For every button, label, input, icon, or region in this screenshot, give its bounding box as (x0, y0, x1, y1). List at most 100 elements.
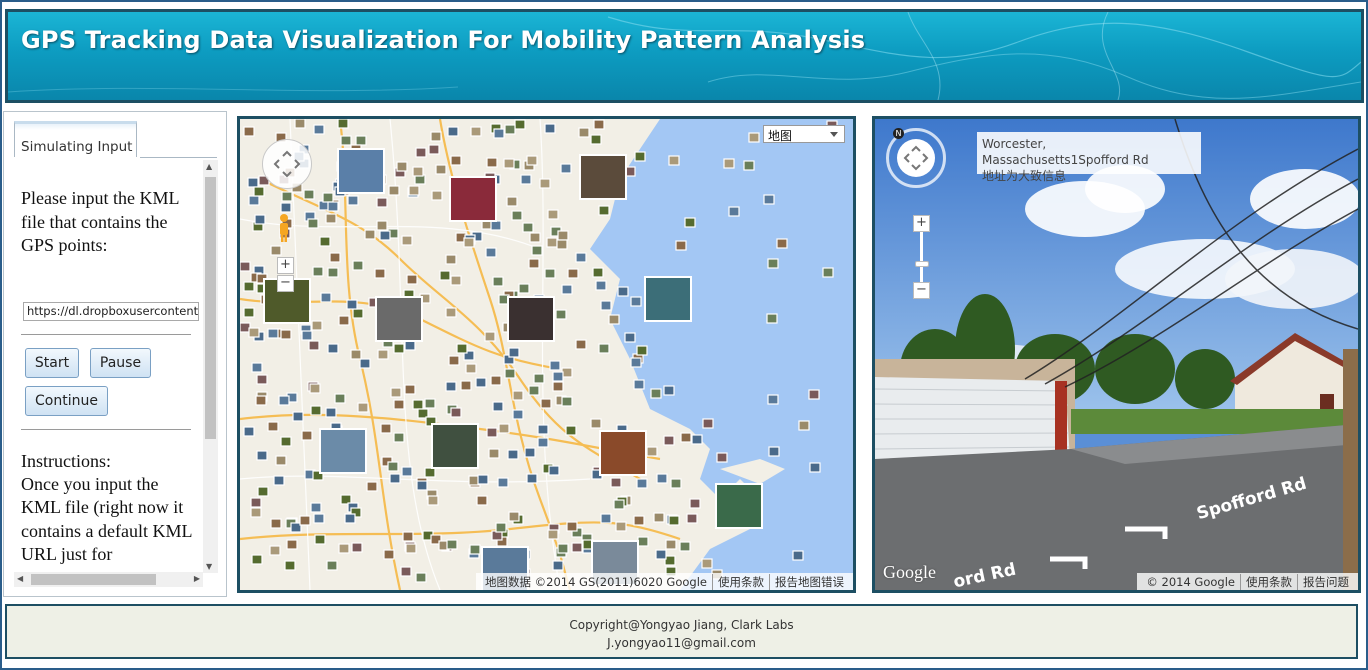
photo-thumbnail[interactable] (319, 428, 367, 474)
photo-marker[interactable] (450, 275, 462, 286)
photo-marker[interactable] (456, 343, 468, 354)
photo-thumbnail[interactable] (507, 296, 555, 342)
photo-marker[interactable] (320, 292, 332, 303)
photo-marker[interactable] (251, 554, 263, 565)
photo-marker[interactable] (590, 418, 602, 429)
photo-marker[interactable] (383, 549, 395, 560)
photo-marker[interactable] (308, 340, 320, 351)
photo-marker[interactable] (522, 222, 534, 233)
photo-marker[interactable] (400, 566, 412, 577)
photo-marker[interactable] (768, 446, 780, 457)
photo-marker[interactable] (389, 473, 401, 484)
photo-marker[interactable] (504, 368, 516, 379)
photo-marker[interactable] (326, 560, 338, 571)
photo-marker[interactable] (767, 258, 779, 269)
photo-marker[interactable] (610, 477, 622, 488)
photo-marker[interactable] (415, 147, 427, 158)
map-terms-link[interactable]: 使用条款 (712, 573, 769, 590)
start-button[interactable]: Start (25, 348, 79, 378)
photo-marker[interactable] (401, 235, 413, 246)
photo-marker[interactable] (544, 268, 556, 279)
photo-marker[interactable] (269, 545, 281, 556)
photo-marker[interactable] (374, 268, 386, 279)
photo-marker[interactable] (338, 315, 350, 326)
photo-marker[interactable] (312, 266, 324, 277)
photo-marker[interactable] (376, 220, 388, 231)
photo-marker[interactable] (600, 300, 612, 311)
photo-thumbnail[interactable] (715, 483, 763, 529)
photo-marker[interactable] (637, 536, 649, 547)
photo-marker[interactable] (575, 252, 587, 263)
photo-marker[interactable] (540, 398, 552, 409)
photo-marker[interactable] (498, 423, 510, 434)
photo-marker[interactable] (346, 299, 358, 310)
scroll-left-icon[interactable]: ◀ (17, 574, 24, 583)
photo-marker[interactable] (511, 210, 523, 221)
scroll-right-icon[interactable]: ▶ (193, 574, 200, 583)
photo-marker[interactable] (322, 192, 334, 203)
photo-marker[interactable] (767, 394, 779, 405)
photo-marker[interactable] (665, 539, 677, 550)
photo-marker[interactable] (798, 420, 810, 431)
photo-marker[interactable] (393, 399, 405, 410)
photo-marker[interactable] (248, 195, 260, 206)
photo-marker[interactable] (299, 515, 311, 526)
photo-marker[interactable] (668, 155, 680, 166)
photo-marker[interactable] (613, 499, 625, 510)
photo-marker[interactable] (477, 474, 489, 485)
photo-marker[interactable] (533, 373, 545, 384)
photo-marker[interactable] (347, 195, 359, 206)
scrollbar-thumb[interactable] (31, 574, 156, 585)
photo-marker[interactable] (528, 258, 540, 269)
photo-marker[interactable] (476, 495, 488, 506)
photo-marker[interactable] (243, 126, 255, 137)
zoom-slider-track[interactable] (920, 222, 923, 292)
photo-marker[interactable] (402, 531, 414, 542)
pan-ring[interactable] (897, 139, 935, 177)
photo-marker[interactable] (460, 380, 472, 391)
photo-marker[interactable] (431, 190, 443, 201)
photo-marker[interactable] (401, 466, 413, 477)
photo-marker[interactable] (310, 405, 322, 416)
photo-marker[interactable] (492, 276, 504, 287)
photo-marker[interactable] (743, 160, 755, 171)
photo-marker[interactable] (416, 480, 428, 491)
photo-marker[interactable] (387, 461, 399, 472)
photo-marker[interactable] (653, 512, 665, 523)
photo-marker[interactable] (701, 558, 713, 569)
photo-marker[interactable] (557, 543, 569, 554)
photo-marker[interactable] (313, 513, 325, 524)
pegman-icon[interactable] (276, 213, 292, 243)
photo-marker[interactable] (608, 314, 620, 325)
photo-marker[interactable] (636, 345, 648, 356)
photo-marker[interactable] (571, 542, 583, 553)
photo-marker[interactable] (435, 164, 447, 175)
photo-marker[interactable] (357, 402, 369, 413)
photo-marker[interactable] (495, 522, 507, 533)
kml-url-input[interactable]: https://dl.dropboxusercontent. (23, 302, 199, 321)
photo-marker[interactable] (549, 360, 561, 371)
photo-marker[interactable] (723, 158, 735, 169)
photo-marker[interactable] (355, 135, 367, 146)
photo-marker[interactable] (565, 425, 577, 436)
photo-marker[interactable] (617, 286, 629, 297)
photo-marker[interactable] (412, 399, 424, 410)
photo-marker[interactable] (267, 421, 279, 432)
street-view-scene[interactable] (875, 119, 1358, 590)
photo-marker[interactable] (243, 281, 255, 292)
photo-marker[interactable] (490, 220, 502, 231)
vertical-scrollbar[interactable]: ▲ ▼ (203, 160, 218, 573)
photo-marker[interactable] (490, 375, 502, 386)
photo-marker[interactable] (633, 515, 645, 526)
photo-marker[interactable] (598, 205, 610, 216)
photo-marker[interactable] (281, 191, 293, 202)
photo-marker[interactable] (393, 432, 405, 443)
photo-marker[interactable] (507, 449, 519, 460)
photo-marker[interactable] (512, 390, 524, 401)
photo-thumbnail[interactable] (644, 276, 692, 322)
photo-marker[interactable] (728, 206, 740, 217)
photo-marker[interactable] (822, 267, 834, 278)
photo-marker[interactable] (475, 377, 487, 388)
photo-marker[interactable] (524, 447, 536, 458)
photo-marker[interactable] (526, 155, 538, 166)
